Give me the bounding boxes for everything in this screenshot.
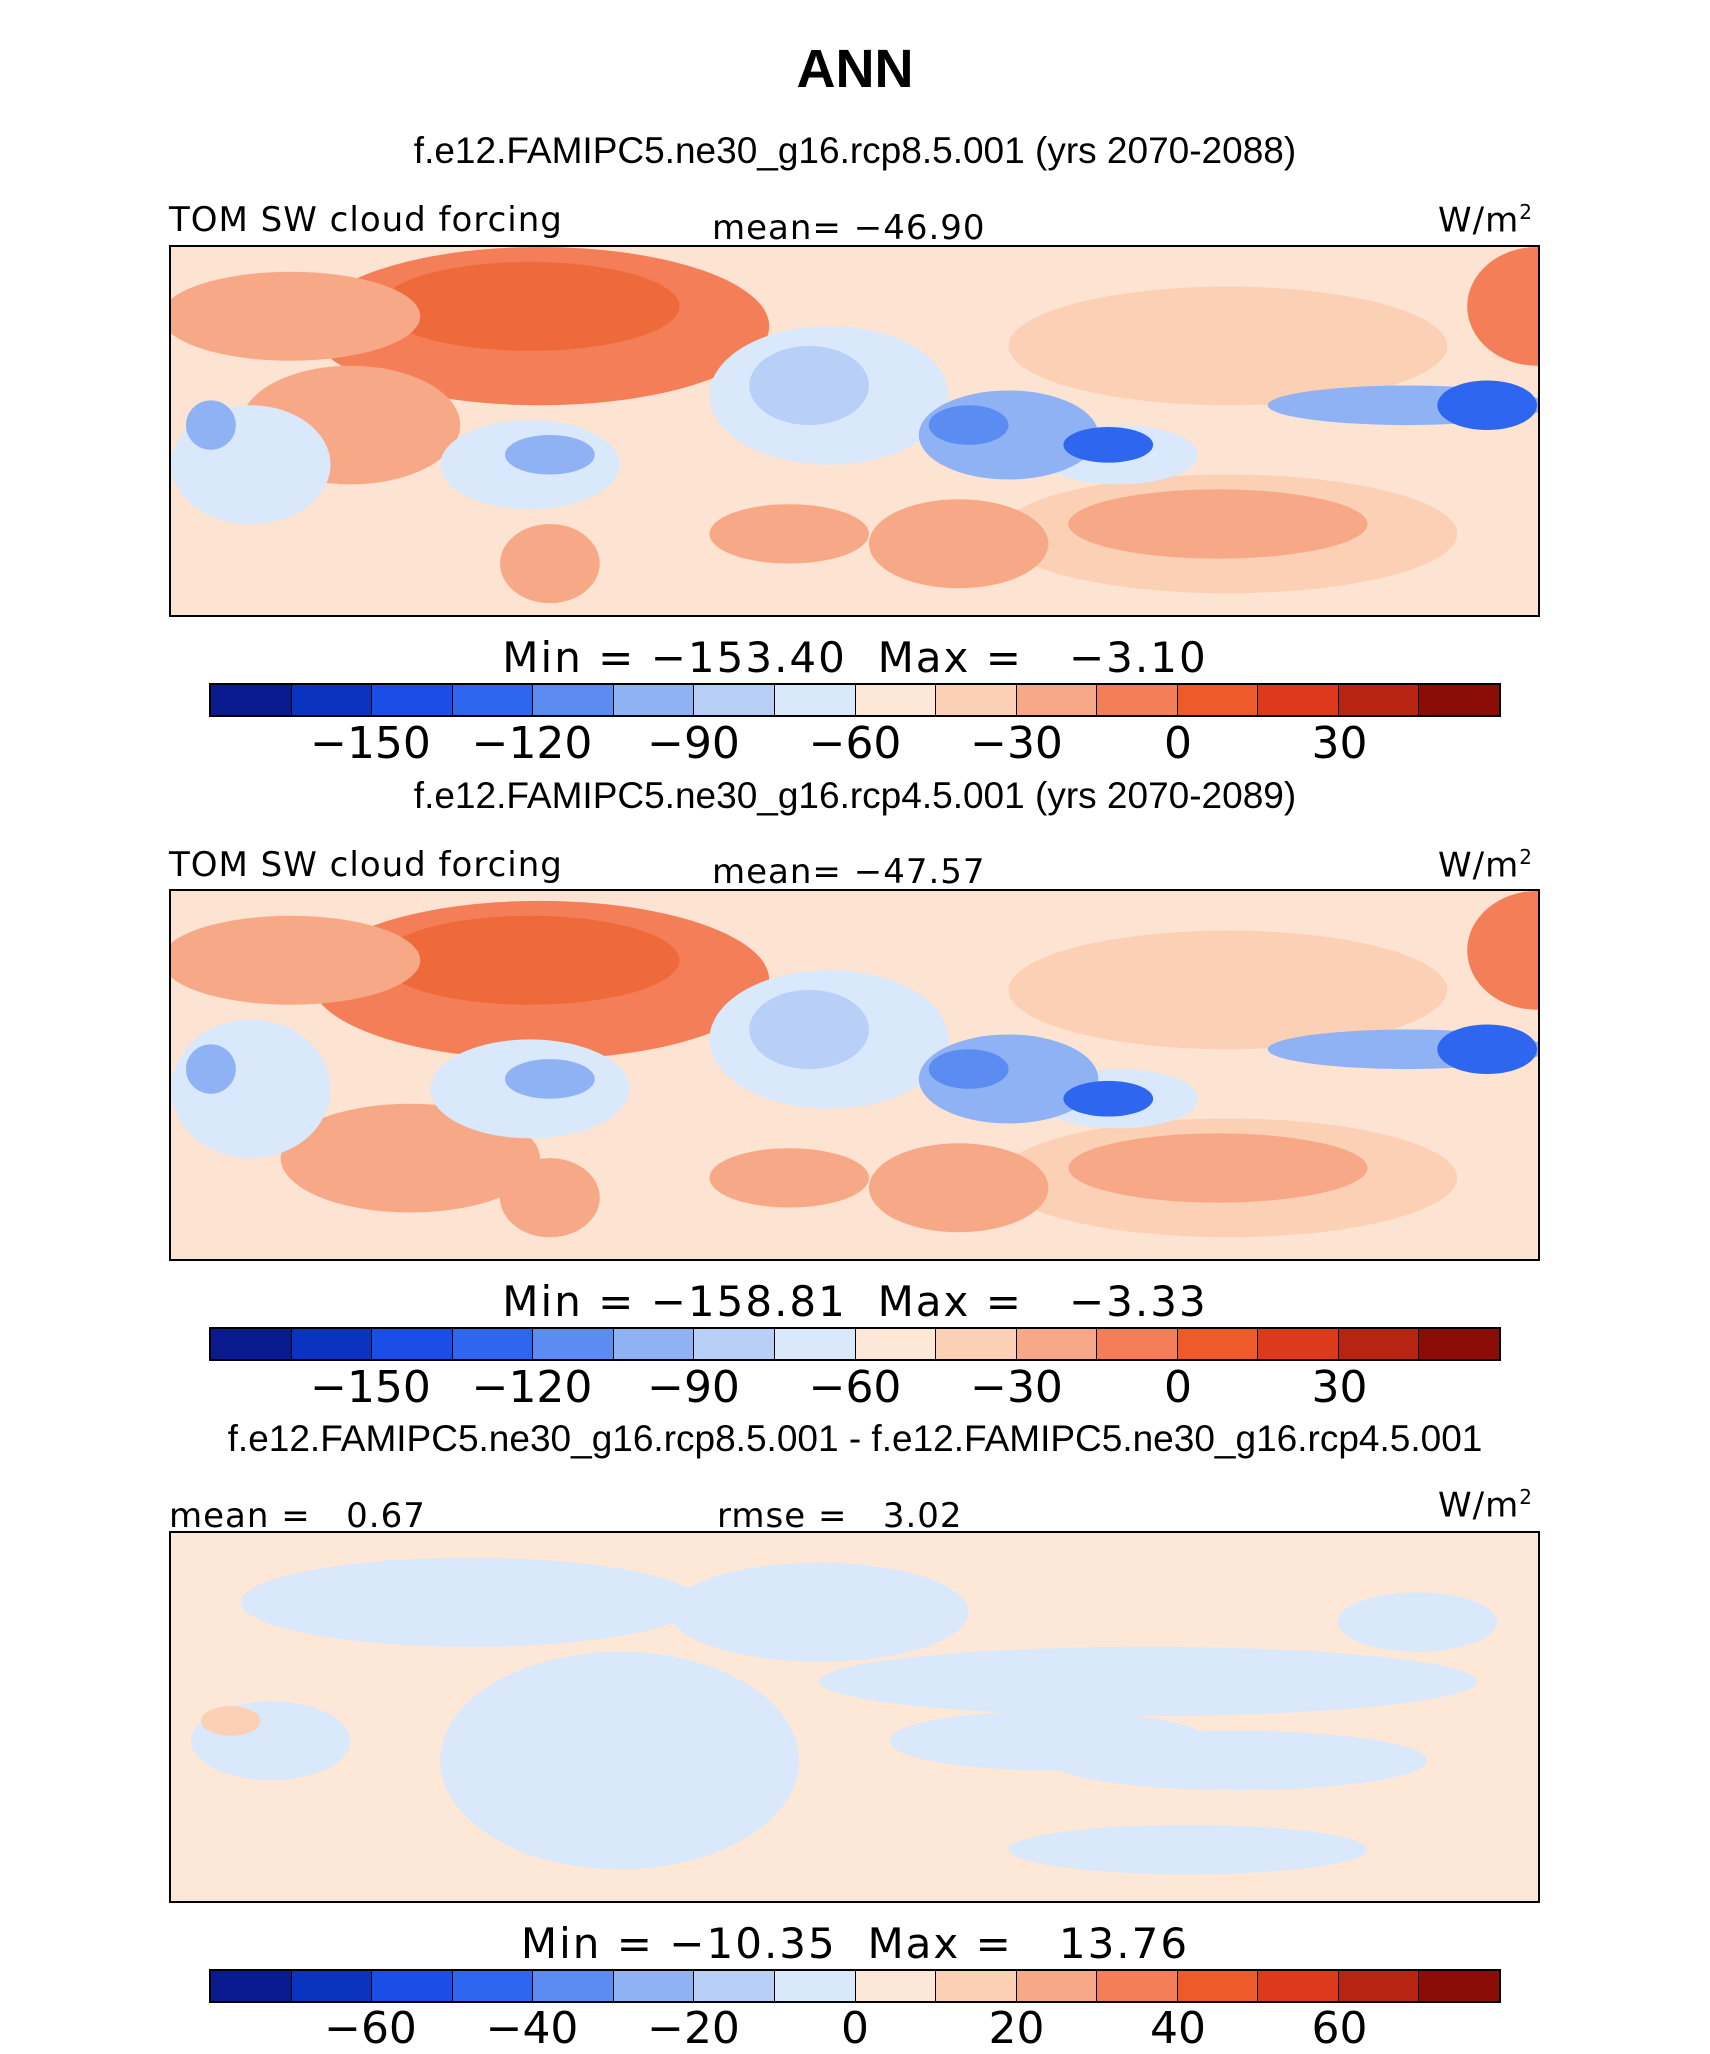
colorbar-tick-label: 30 — [1311, 718, 1368, 769]
colorbar-cell-15 — [1419, 685, 1499, 715]
colorbar-cell-10 — [1016, 1329, 1098, 1359]
colorbar-tick-label: −60 — [808, 1362, 902, 1413]
colorbar-cell-2 — [372, 1329, 453, 1359]
panel-1-colorbar-ticks: −150 −120 −90 −60 −30 0 30 — [209, 718, 1501, 778]
colorbar-cell-4 — [533, 685, 614, 715]
colorbar-cell-14 — [1338, 685, 1420, 715]
colorbar-cell-1 — [291, 1971, 373, 2001]
colorbar-cell-7 — [774, 685, 856, 715]
colorbar-cell-0 — [211, 1329, 292, 1359]
colorbar-tick-label: 0 — [1164, 1362, 1192, 1413]
panel-3-rmse-label: rmse = 3.02 — [717, 1496, 963, 1536]
colorbar-tick-label: −150 — [310, 718, 431, 769]
colorbar-tick-label: −90 — [647, 1362, 740, 1413]
colorbar-cell-13 — [1258, 1971, 1339, 2001]
colorbar-cell-8 — [855, 1971, 937, 2001]
panel-1-variable-label: TOM SW cloud forcing — [169, 200, 563, 240]
colorbar-cell-1 — [291, 685, 373, 715]
colorbar-tick-label: −20 — [647, 2003, 740, 2054]
colorbar-tick-label: 20 — [988, 2003, 1045, 2054]
colorbar-tick-label: 40 — [1150, 2003, 1206, 2054]
panel-1-case-title: f.e12.FAMIPC5.ne30_g16.rcp8.5.001 (yrs 2… — [413, 130, 1297, 171]
panel-3-mean-label: mean = 0.67 — [169, 1496, 426, 1536]
colorbar-tick-label: −90 — [647, 718, 740, 769]
colorbar-tick-label: −30 — [970, 1362, 1063, 1413]
colorbar-cell-4 — [533, 1329, 614, 1359]
colorbar-tick-label: −40 — [485, 2003, 579, 2054]
panel-3-units: W/m2 — [1438, 1485, 1533, 1526]
colorbar-cell-8 — [855, 1329, 937, 1359]
colorbar-cell-12 — [1177, 685, 1259, 715]
colorbar-cell-3 — [452, 1971, 534, 2001]
panel-1-mean-label: mean= −46.90 — [712, 208, 986, 248]
colorbar-cell-10 — [1016, 1971, 1098, 2001]
panel-1-colorbar — [209, 683, 1501, 717]
colorbar-cell-8 — [855, 685, 937, 715]
colorbar-cell-9 — [936, 685, 1017, 715]
colorbar-cell-15 — [1419, 1971, 1499, 2001]
colorbar-cell-6 — [694, 1971, 775, 2001]
colorbar-cell-5 — [613, 1329, 695, 1359]
colorbar-cell-2 — [372, 685, 453, 715]
colorbar-cell-0 — [211, 685, 292, 715]
colorbar-cell-4 — [533, 1971, 614, 2001]
panel-1-map-field — [171, 247, 1538, 615]
colorbar-cell-11 — [1097, 1971, 1178, 2001]
colorbar-cell-6 — [694, 1329, 775, 1359]
colorbar-cell-11 — [1097, 685, 1178, 715]
colorbar-cell-14 — [1338, 1971, 1420, 2001]
panel-2-map — [169, 889, 1540, 1261]
colorbar-cell-9 — [936, 1971, 1017, 2001]
colorbar-cell-10 — [1016, 685, 1098, 715]
colorbar-tick-label: 30 — [1311, 1362, 1368, 1413]
panel-3-min-max: Min = −10.35 Max = 13.76 — [520, 1919, 1190, 1968]
panel-3-colorbar-ticks: −60 −40 −20 0 20 40 60 — [209, 2003, 1501, 2054]
panel-2-map-field — [171, 891, 1538, 1259]
colorbar-tick-label: 0 — [841, 2003, 869, 2054]
panel-2-units: W/m2 — [1438, 845, 1533, 886]
panel-1-map — [169, 245, 1540, 617]
colorbar-tick-label: −150 — [310, 1362, 431, 1413]
colorbar-cell-5 — [613, 1971, 695, 2001]
colorbar-cell-5 — [613, 685, 695, 715]
colorbar-cell-3 — [452, 685, 534, 715]
colorbar-cell-0 — [211, 1971, 292, 2001]
colorbar-cell-14 — [1338, 1329, 1420, 1359]
colorbar-tick-label: −120 — [471, 718, 593, 769]
panel-3-case-title: f.e12.FAMIPC5.ne30_g16.rcp8.5.001 - f.e1… — [227, 1418, 1483, 1459]
panel-2-colorbar — [209, 1327, 1501, 1361]
colorbar-cell-7 — [774, 1971, 856, 2001]
colorbar-cell-7 — [774, 1329, 856, 1359]
panel-3-colorbar — [209, 1969, 1501, 2003]
colorbar-cell-1 — [291, 1329, 373, 1359]
panel-2-colorbar-ticks: −150 −120 −90 −60 −30 0 30 — [209, 1362, 1501, 1422]
panel-3-map-field — [171, 1533, 1538, 1901]
colorbar-cell-13 — [1258, 1329, 1339, 1359]
colorbar-cell-12 — [1177, 1971, 1259, 2001]
colorbar-cell-9 — [936, 1329, 1017, 1359]
colorbar-tick-label: −30 — [970, 718, 1063, 769]
panel-1-min-max: Min = −153.40 Max = −3.10 — [502, 633, 1208, 682]
main-title: ANN — [796, 39, 914, 99]
panel-2-mean-label: mean= −47.57 — [712, 852, 986, 892]
colorbar-tick-label: −60 — [808, 718, 902, 769]
colorbar-tick-label: −120 — [471, 1362, 593, 1413]
colorbar-cell-11 — [1097, 1329, 1178, 1359]
panel-2-case-title: f.e12.FAMIPC5.ne30_g16.rcp4.5.001 (yrs 2… — [413, 775, 1297, 816]
panel-2-min-max: Min = −158.81 Max = −3.33 — [502, 1277, 1208, 1326]
colorbar-cell-12 — [1177, 1329, 1259, 1359]
colorbar-tick-label: −60 — [324, 2003, 417, 2054]
colorbar-cell-13 — [1258, 685, 1339, 715]
panel-1-units: W/m2 — [1438, 200, 1533, 241]
colorbar-tick-label: 60 — [1311, 2003, 1368, 2054]
colorbar-cell-6 — [694, 685, 775, 715]
colorbar-tick-label: 0 — [1164, 718, 1192, 769]
colorbar-cell-15 — [1419, 1329, 1499, 1359]
panel-3-map — [169, 1531, 1540, 1903]
panel-2-variable-label: TOM SW cloud forcing — [169, 845, 563, 885]
colorbar-cell-2 — [372, 1971, 453, 2001]
colorbar-cell-3 — [452, 1329, 534, 1359]
